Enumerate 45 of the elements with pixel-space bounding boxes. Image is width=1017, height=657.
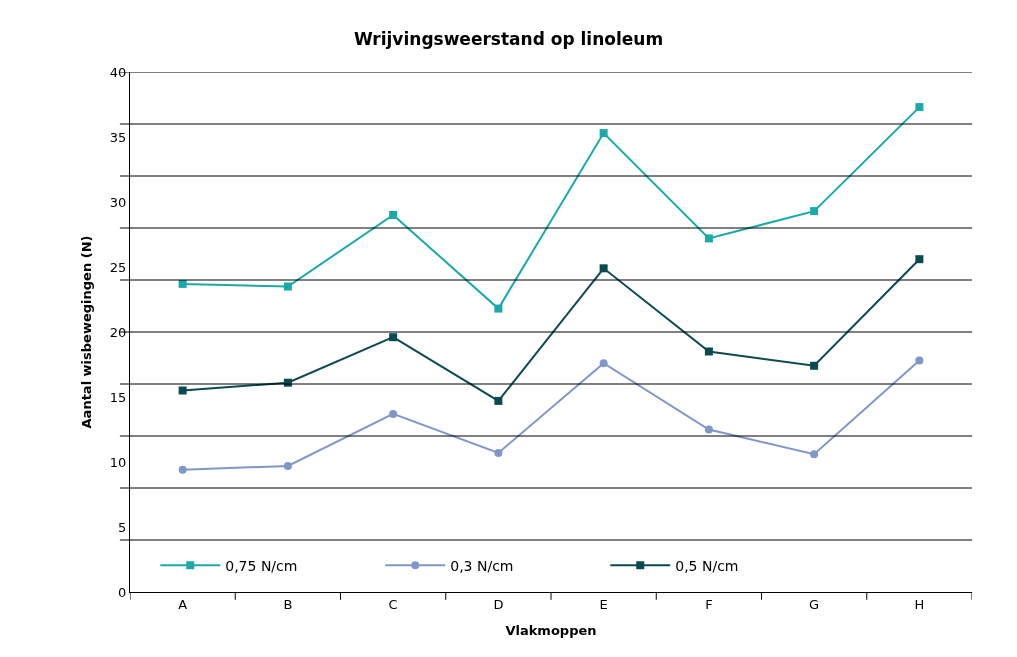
y-tick-label: 15 <box>109 389 127 405</box>
point <box>915 255 924 264</box>
legend-label: 0,75 N/cm <box>225 557 298 574</box>
y-tick-label: 30 <box>109 194 127 210</box>
x-tick-label: D <box>493 596 504 612</box>
y-tick-label: 10 <box>109 454 127 470</box>
y-tick-label: 40 <box>109 64 127 80</box>
x-tick-label: E <box>599 596 608 612</box>
x-tick-label: H <box>914 596 925 612</box>
x-tick-label: F <box>705 596 713 612</box>
point <box>915 103 924 112</box>
point <box>810 361 819 370</box>
legend-label: 0,3 N/cm <box>450 557 514 574</box>
point <box>389 333 398 342</box>
point <box>810 207 819 216</box>
y-axis-title: Aantal wisbewegingen (N) <box>78 235 94 429</box>
x-tick-label: A <box>178 596 188 612</box>
point <box>494 448 503 457</box>
point <box>810 450 819 459</box>
point <box>389 211 398 219</box>
point <box>704 425 713 434</box>
point <box>283 461 292 470</box>
point <box>599 129 608 138</box>
point <box>915 356 924 365</box>
point <box>599 359 608 368</box>
y-tick-label: 0 <box>118 584 127 600</box>
point <box>178 465 187 474</box>
y-tick-label: 5 <box>118 519 127 535</box>
x-axis-title: Vlakmoppen <box>505 623 597 639</box>
point <box>599 264 608 273</box>
x-tick-label: C <box>388 596 398 612</box>
legend-label: 0,5 N/cm <box>675 557 739 574</box>
chart-title: Wrijvingsweerstand op linoleum <box>353 28 664 49</box>
point <box>283 282 292 291</box>
point <box>178 386 187 395</box>
point <box>494 304 503 313</box>
point <box>494 396 503 405</box>
point <box>704 234 713 243</box>
point <box>389 409 398 418</box>
y-tick-label: 35 <box>109 129 127 145</box>
x-tick-label: G <box>809 596 820 612</box>
point <box>704 347 713 356</box>
x-tick-label: B <box>283 596 293 612</box>
y-tick-label: 25 <box>109 259 127 275</box>
y-tick-label: 20 <box>109 324 127 340</box>
